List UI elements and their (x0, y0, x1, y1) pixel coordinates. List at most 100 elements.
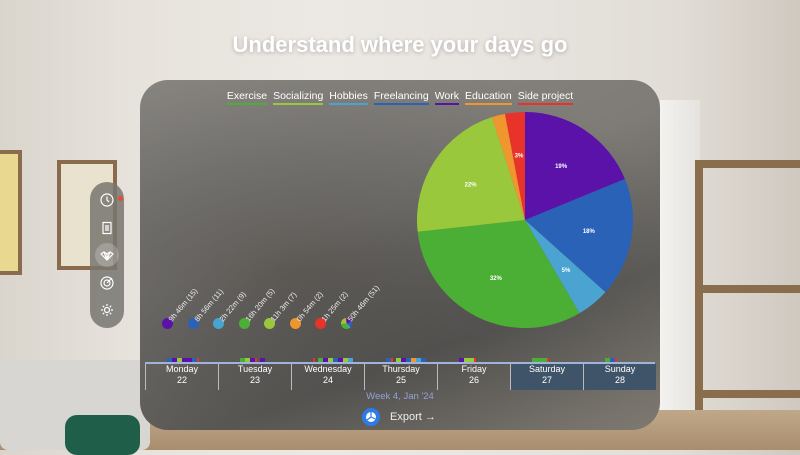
activity-segment (386, 358, 391, 362)
pillow (65, 415, 140, 455)
color-dot (340, 318, 352, 329)
pie-slice-hobbies[interactable] (525, 220, 606, 314)
pie-slice-work[interactable] (525, 112, 625, 220)
clock-icon (100, 193, 114, 207)
notification-badge (118, 196, 123, 201)
day-date: 22 (176, 375, 187, 385)
pie-chart-icon (362, 408, 380, 426)
stat-item: 9h 46m (15) (162, 287, 199, 332)
pie-chart: 19% 18% 5% 32% 22% 3% (417, 112, 633, 328)
day-thursday[interactable]: Thursday 25 (364, 364, 437, 390)
activity-segment (547, 358, 549, 362)
activity-segment (250, 358, 255, 362)
stat-item: 50h 46m (51) (340, 283, 381, 332)
activity-segment (177, 358, 182, 362)
activity-segment (421, 358, 426, 362)
legend-item[interactable]: Exercise (226, 90, 268, 105)
week-label: Week 4, Jan '24 (366, 391, 434, 402)
legend-item[interactable]: Hobbies (329, 90, 368, 105)
export-button[interactable]: Export → (362, 408, 436, 426)
sidebar-button-target[interactable] (95, 271, 119, 295)
legend-item[interactable]: Side project (517, 90, 574, 105)
sidebar-button-lotus[interactable] (95, 243, 119, 267)
activity-segment (464, 358, 469, 362)
activity-segment (323, 358, 328, 362)
day-monday[interactable]: Monday 22 (145, 364, 218, 390)
day-date: 26 (468, 375, 479, 385)
day-name: Thursday (382, 364, 420, 374)
stat-item: 2h 22m (9) (213, 290, 248, 332)
pie-slice-freelancing[interactable] (525, 179, 633, 293)
legend-item[interactable]: Socializing (273, 90, 324, 105)
color-dot (289, 318, 301, 329)
sidebar-button-clock[interactable] (95, 188, 123, 212)
stat-item: 8h 56m (11) (187, 287, 225, 332)
day-date: 24 (322, 375, 333, 385)
target-icon (100, 275, 114, 290)
day-date: 23 (249, 375, 260, 385)
legend: Exercise Socializing Hobbies Freelancing Wor… (140, 90, 660, 105)
day-name: Friday (461, 364, 487, 374)
pie-slice-education[interactable] (491, 113, 525, 220)
activity-segment (245, 358, 250, 362)
activity-segment (411, 358, 416, 362)
activity-segment (605, 358, 610, 362)
activity-segment (532, 358, 537, 362)
activity-segment (197, 358, 199, 362)
color-dot (315, 318, 326, 329)
day-name: Sunday (604, 364, 636, 374)
activity-segment (313, 358, 315, 362)
curtain (660, 100, 700, 450)
day-saturday[interactable]: Saturday 27 (510, 364, 583, 390)
stat-item: 11h 3m (7) (264, 290, 298, 332)
legend-item[interactable]: Work (434, 90, 460, 105)
activity-segment (391, 358, 393, 362)
activity-segment (343, 358, 348, 362)
pie-label: 22% (465, 183, 478, 189)
bookshelf (695, 160, 800, 450)
activity-segment (192, 358, 197, 362)
pie-label: 19% (555, 164, 568, 170)
pie-label: 3% (515, 153, 524, 159)
color-dot (187, 318, 199, 329)
day-date: 28 (614, 375, 625, 385)
day-wednesday[interactable]: Wednesday 24 (291, 364, 364, 390)
color-dot (162, 318, 173, 329)
lotus-icon (100, 251, 114, 261)
day-date: 27 (541, 375, 552, 385)
list-icon (102, 221, 112, 234)
day-date: 25 (395, 375, 406, 385)
day-tuesday[interactable]: Tuesday 23 (218, 364, 291, 390)
pie-slice-socializing[interactable] (417, 117, 525, 232)
activity-segment (260, 358, 265, 362)
day-name: Wednesday (304, 364, 352, 374)
day-name: Tuesday (237, 364, 273, 374)
stat-item: 1h 25m (2) (315, 290, 350, 332)
activity-segment (416, 358, 421, 362)
activity-segment (348, 358, 353, 362)
week-timeline[interactable]: Monday 22 Tuesday 23 Wednesday 24 Thursday 25 Fr… (145, 358, 656, 390)
pie-label: 18% (583, 229, 596, 235)
legend-item[interactable]: Freelancing (373, 90, 429, 105)
sidebar (90, 182, 124, 328)
pie-label: 5% (562, 268, 571, 274)
sidebar-button-gear[interactable] (95, 298, 119, 322)
stat-item: 0h 54m (2) (289, 290, 324, 332)
color-dot (238, 318, 250, 329)
sidebar-button-list[interactable] (95, 216, 119, 240)
activity-segment (328, 358, 333, 362)
legend-item[interactable]: Education (465, 90, 512, 105)
day-friday[interactable]: Friday 26 (437, 364, 510, 390)
day-name: Saturday (528, 364, 566, 374)
timeline-axis (145, 362, 655, 364)
day-sunday[interactable]: Sunday 28 (583, 364, 656, 390)
gear-icon (101, 304, 113, 316)
pie-slice-exercise[interactable] (417, 220, 580, 328)
activity-segment (469, 358, 474, 362)
activity-segment (610, 358, 615, 362)
headline: Understand where your days go (232, 32, 568, 57)
activity-segment (318, 358, 323, 362)
activity-segment (474, 358, 476, 362)
activity-segment (396, 358, 401, 362)
pie-slice-side-project[interactable] (504, 112, 525, 220)
